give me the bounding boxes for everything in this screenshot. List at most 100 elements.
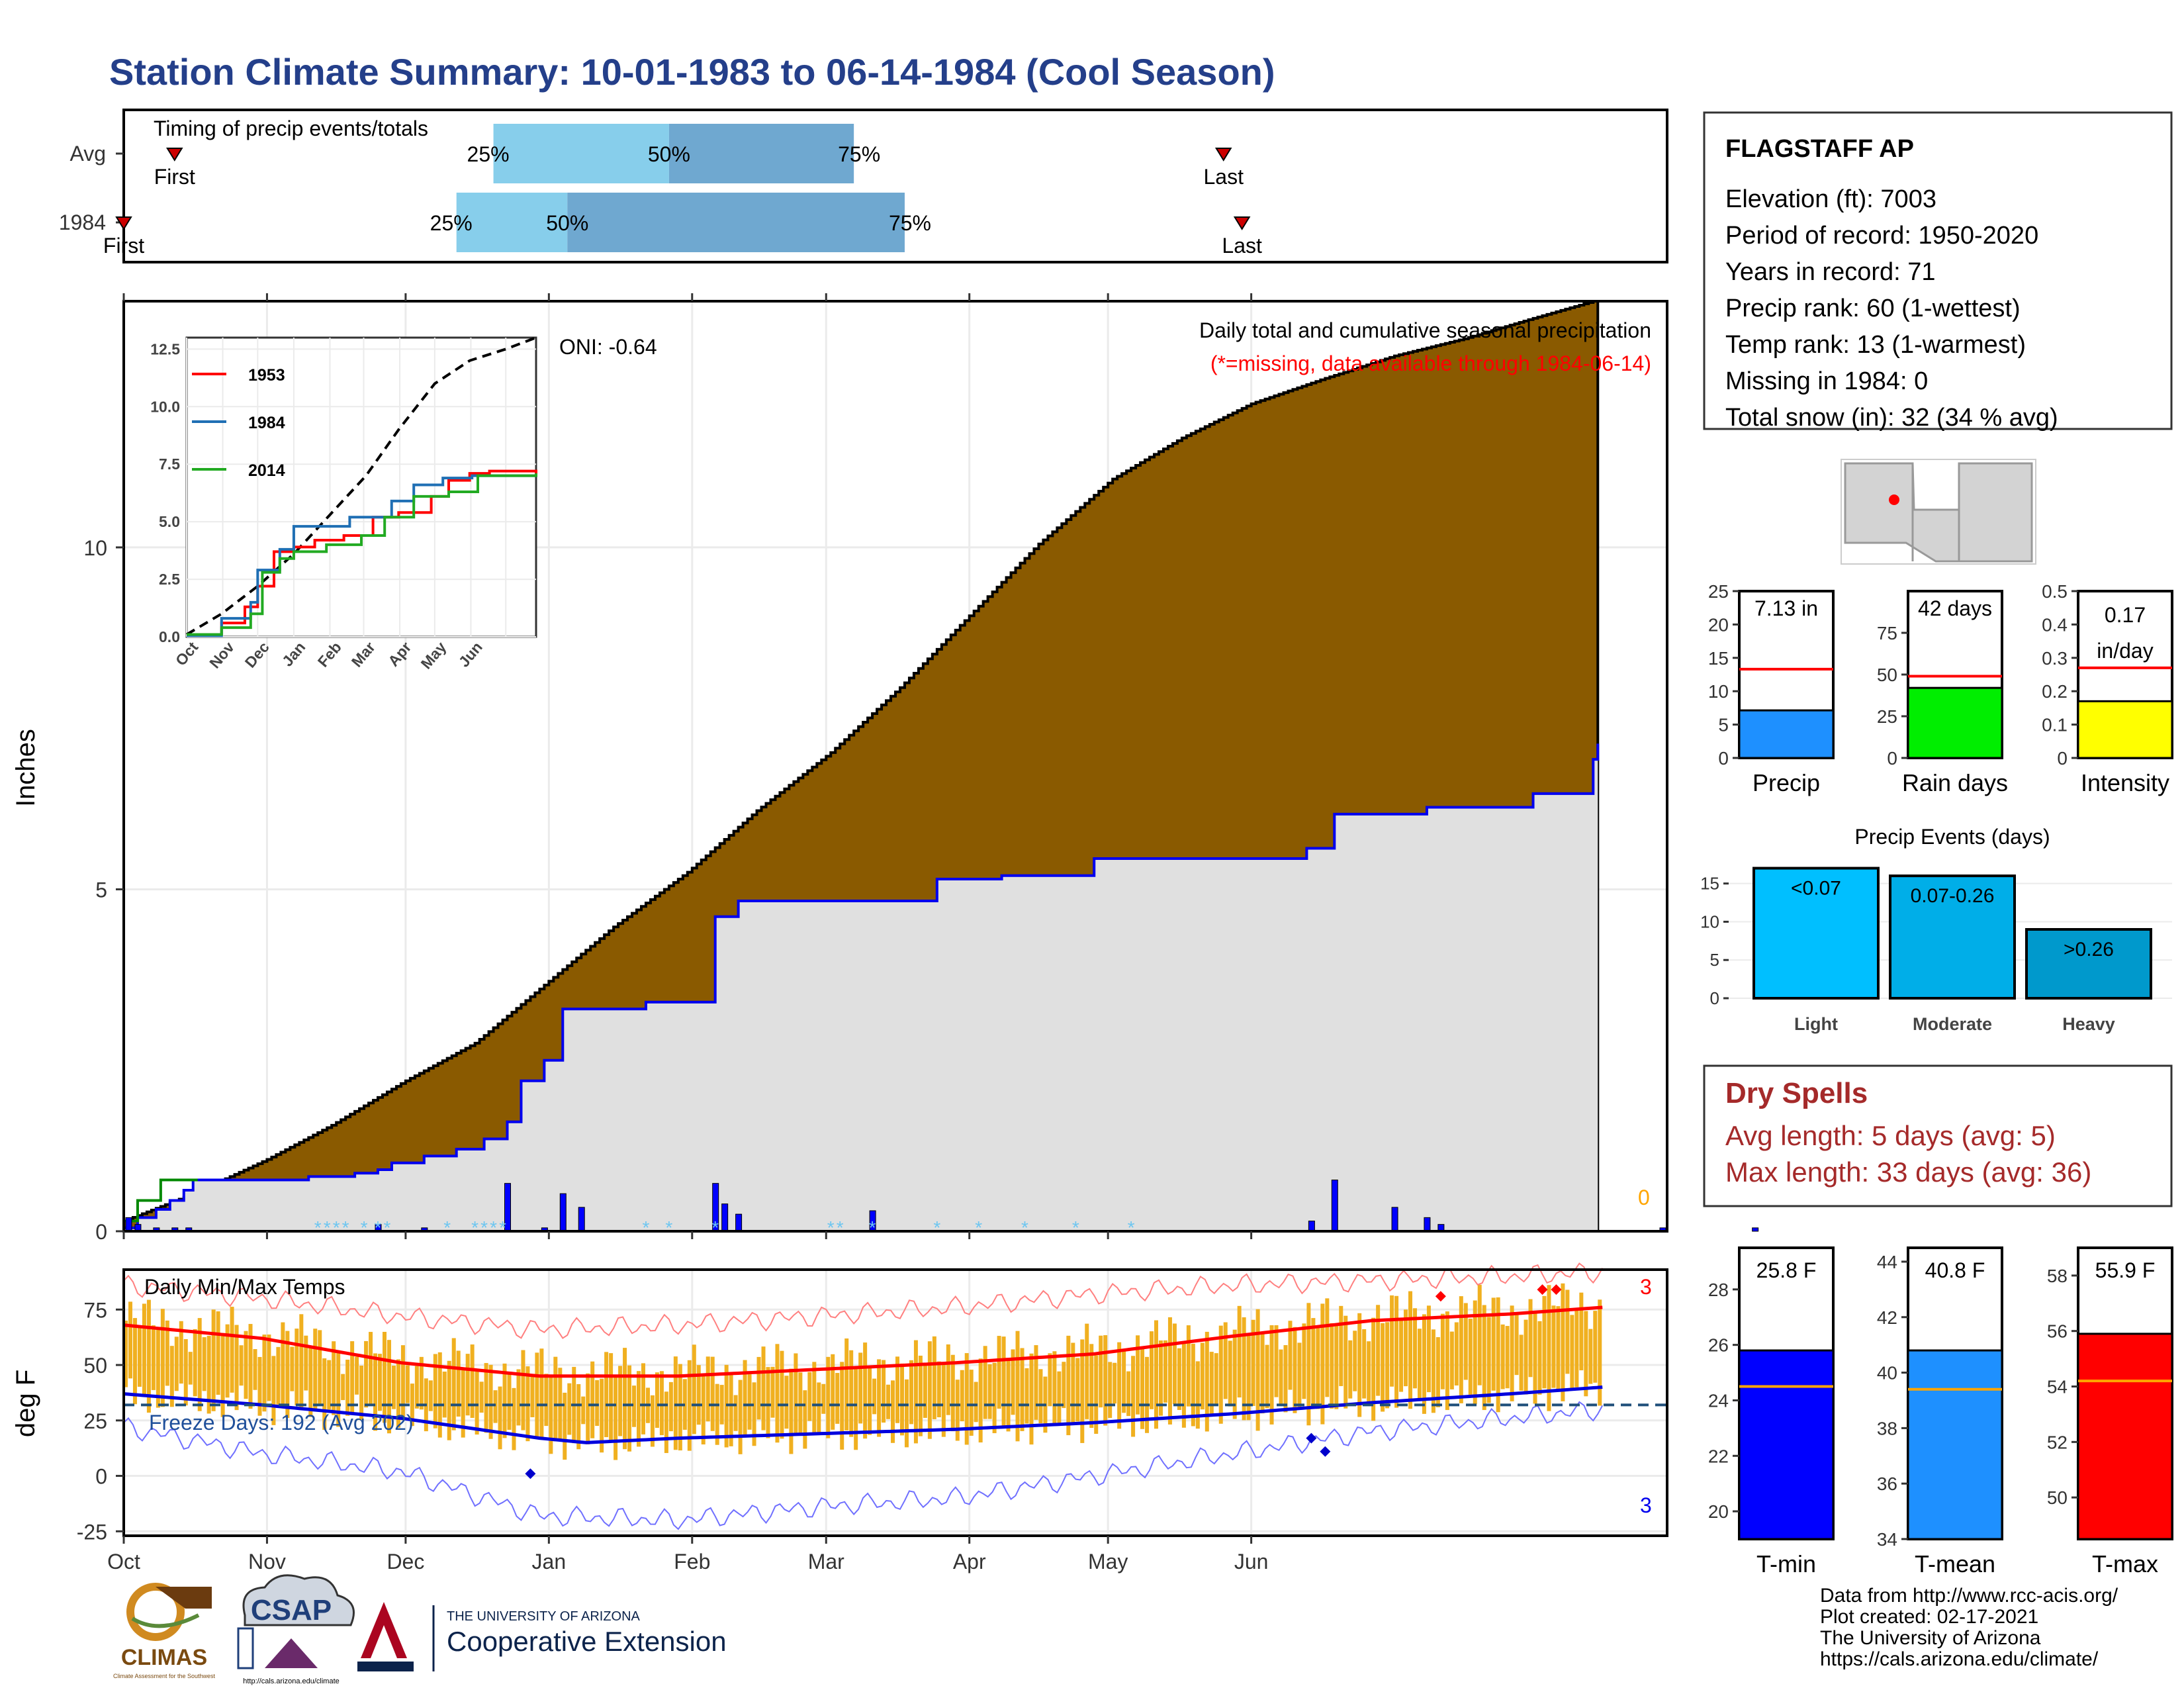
daily-temp-bar: [1426, 1305, 1431, 1393]
daily-temp-bar: [1279, 1349, 1283, 1407]
event-category-label: Light: [1794, 1014, 1838, 1034]
timing-panel: Timing of precip events/totals Avg 25% 50%…: [59, 109, 1668, 263]
first-event-marker: [115, 216, 132, 230]
ua-extension-text: Cooperative Extension: [447, 1626, 727, 1657]
timing-bar-q2: [567, 193, 905, 252]
daily-temp-bar: [1136, 1335, 1140, 1415]
daily-temp-bar: [1459, 1296, 1463, 1403]
daily-temp-bar: [345, 1360, 350, 1416]
snow-marker: *: [471, 1217, 478, 1238]
daily-temp-bar: [1408, 1291, 1413, 1409]
daily-temp-bar: [465, 1354, 470, 1416]
daily-temp-bar: [1463, 1303, 1468, 1380]
avg-max-line: [123, 1305, 1603, 1378]
daily-temp-bar: [701, 1376, 705, 1445]
snow-marker: *: [490, 1217, 497, 1238]
daily-temp-bar: [1293, 1327, 1297, 1413]
daily-temp-bar: [1200, 1342, 1205, 1410]
daily-temp-bar: [798, 1372, 803, 1435]
daily-temp-bar: [1218, 1325, 1223, 1424]
daily-temp-bar: [530, 1375, 535, 1417]
daily-temp-bar: [913, 1340, 918, 1444]
daily-temp-bar: [1325, 1298, 1330, 1397]
temp-bar-t-min: [1738, 1349, 1835, 1540]
daily-temp-bar: [1186, 1325, 1191, 1407]
record-low-line: [123, 1401, 1604, 1530]
daily-temp-bar: [733, 1395, 738, 1431]
daily-temp-bar: [1334, 1325, 1339, 1409]
temp-y-tick-label: 25: [83, 1409, 107, 1433]
month-tick-label: Jan: [532, 1550, 567, 1573]
daily-temp-bar: [1399, 1317, 1404, 1392]
daily-temp-bar: [960, 1370, 964, 1422]
daily-temp-bar: [244, 1331, 248, 1399]
temp-summary-y-tick-label: 42: [1877, 1307, 1897, 1328]
daily-temp-bar: [202, 1337, 206, 1391]
snow-marker: *: [480, 1217, 488, 1238]
temp-summary-y-tick-label: 54: [2047, 1377, 2068, 1397]
daily-temp-bar: [1057, 1371, 1062, 1423]
daily-temp-bar: [1362, 1329, 1367, 1399]
daily-temp-bar: [1353, 1331, 1357, 1391]
daily-temp-bar: [281, 1322, 285, 1405]
daily-temp-bar: [863, 1342, 868, 1439]
summary-category-label: Precip: [1752, 769, 1820, 796]
csap-wordmark: CSAP: [251, 1594, 332, 1626]
record-high-marker: [1435, 1291, 1446, 1302]
daily-temp-bar: [1547, 1285, 1551, 1411]
daily-temp-bar: [239, 1345, 244, 1386]
daily-temp-bar: [1533, 1313, 1537, 1404]
summary-value-label: 7.13 in: [1754, 596, 1818, 620]
daily-temp-bar: [535, 1352, 539, 1438]
summary-y-tick-label: 20: [1708, 614, 1729, 635]
temp-summary-y-tick-label: 24: [1708, 1390, 1729, 1411]
footer-line-university: The University of Arizona: [1820, 1627, 2041, 1649]
temp-summary-y-tick-label: 44: [1877, 1252, 1897, 1272]
timing-bar-q1: [456, 193, 568, 252]
daily-temp-bar: [1477, 1284, 1482, 1385]
snow-marker: *: [324, 1217, 331, 1238]
temp-summary-y-tick-label: 34: [1877, 1529, 1897, 1550]
precip-ylabel: Inches: [11, 729, 40, 807]
daily-temp-bar: [784, 1376, 789, 1429]
temp-summary-y-tick-label: 22: [1708, 1446, 1729, 1466]
snow-marker: *: [837, 1217, 844, 1238]
daily-temp-bar: [507, 1371, 512, 1430]
inset-series-line: [187, 473, 537, 636]
daily-temp-bar: [1579, 1292, 1584, 1371]
station-elevation: Elevation (ft): 7003: [1725, 185, 1936, 213]
daily-temp-bar: [1145, 1356, 1150, 1433]
daily-temp-bar: [936, 1361, 941, 1418]
record-low-marker: [1320, 1446, 1331, 1457]
station-location-marker: [1889, 494, 1899, 505]
temp-summary-y-tick-label: 28: [1708, 1280, 1729, 1300]
daily-temp-bar: [1172, 1323, 1177, 1405]
daily-temp-bar: [428, 1380, 433, 1411]
daily-temp-bar: [1113, 1362, 1117, 1404]
daily-temp-bar: [1029, 1353, 1034, 1445]
daily-temp-bar: [729, 1374, 733, 1446]
daily-temp-bar: [1283, 1345, 1288, 1413]
daily-temp-bar: [978, 1358, 983, 1443]
daily-temp-bar: [1052, 1351, 1057, 1425]
daily-temp-bar: [705, 1356, 710, 1422]
daily-temp-bar: [285, 1331, 290, 1419]
daily-temp-bar: [1177, 1348, 1181, 1410]
daily-temp-bar: [400, 1345, 405, 1421]
daily-temp-bar: [983, 1346, 987, 1419]
temp-summary-category-label: T-min: [1756, 1550, 1816, 1577]
daily-temp-bar: [664, 1391, 668, 1454]
events-y-tick-label: 5: [1710, 950, 1719, 970]
daily-precip-bar: [1424, 1217, 1431, 1232]
locator-map: [1841, 459, 2036, 565]
daily-temp-bar: [789, 1368, 794, 1454]
snow-marker: *: [827, 1217, 835, 1238]
daily-temp-bar: [719, 1385, 724, 1425]
summary-y-tick-label: 50: [1877, 665, 1897, 685]
summary-category-label: Intensity: [2081, 769, 2169, 796]
daily-temp-bar: [216, 1311, 220, 1395]
snow-marker: *: [1072, 1217, 1079, 1238]
daily-temp-bar: [1071, 1342, 1075, 1423]
record-high-marker: [1551, 1284, 1562, 1295]
